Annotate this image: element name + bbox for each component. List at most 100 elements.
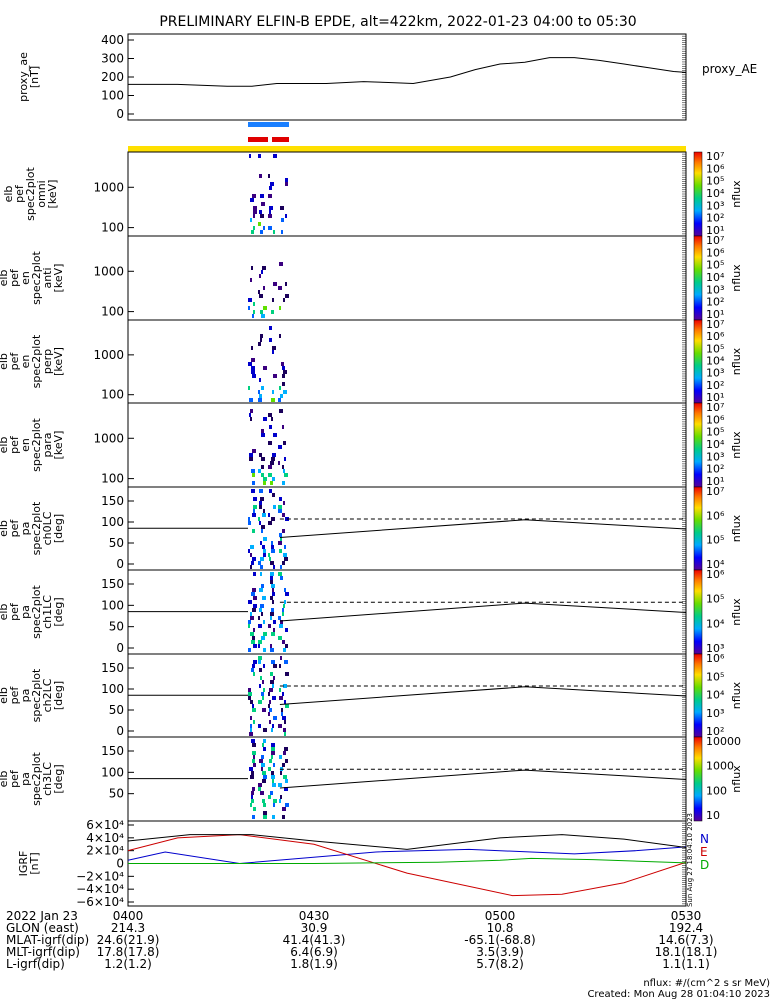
- spectrogram-pixel: [261, 529, 263, 533]
- spectrogram-pixel: [258, 624, 262, 628]
- spectrogram-pixel: [282, 608, 284, 612]
- spectrogram-pixel: [250, 545, 254, 549]
- spectrogram-pixel: [249, 398, 253, 402]
- y-axis-label: ch2LC: [41, 678, 54, 712]
- spectrogram-pixel: [260, 310, 263, 314]
- colorbar: [693, 653, 703, 738]
- colorbar-title: nflux: [730, 264, 743, 292]
- spectrogram-pixel: [249, 767, 253, 771]
- spectrogram-pixel: [268, 214, 272, 218]
- spectrogram-pixel: [250, 612, 252, 616]
- spectrogram-pixel: [284, 557, 288, 561]
- spectrogram-pixel: [252, 314, 254, 318]
- spectrogram-pixel: [261, 433, 265, 437]
- spectrogram-pixel: [273, 763, 275, 767]
- spectrogram-pixel: [285, 672, 289, 676]
- spectrogram-pixel: [253, 210, 257, 214]
- spectrogram-pixel: [285, 182, 288, 186]
- spectrogram-pixel: [253, 660, 257, 664]
- spectrogram-pixel: [273, 282, 277, 286]
- spectrogram-pixel: [283, 298, 285, 302]
- spectrogram-pixel: [262, 513, 266, 517]
- spectrogram-pixel: [252, 513, 256, 517]
- spectrogram-pixel: [248, 624, 250, 628]
- y-tick-label: 0: [116, 857, 124, 871]
- y-tick-label: 100: [101, 472, 124, 486]
- spectrogram-pixel: [283, 501, 285, 505]
- spectrogram-pixel: [259, 378, 261, 382]
- spectrogram-pixel: [262, 266, 266, 270]
- spectrogram-pixel: [263, 226, 265, 230]
- spectrogram-pixel: [248, 306, 250, 310]
- spectrogram-pixel: [251, 230, 254, 234]
- spectrogram-pixel: [278, 445, 282, 449]
- spectrogram-pixel: [263, 553, 266, 557]
- y-axis-label: [keV]: [52, 347, 65, 376]
- spectrogram-pixel: [280, 795, 282, 799]
- spectrogram-pixel: [260, 791, 264, 795]
- spectrogram-pixel: [269, 688, 273, 692]
- colorbar-tick-label: 10³: [706, 707, 724, 720]
- spectrogram-pixel: [262, 596, 266, 600]
- spectrogram-pixel: [252, 751, 256, 755]
- y-tick-label: 2×10⁴: [86, 844, 124, 858]
- spectrogram-pixel: [282, 529, 285, 533]
- spectrogram-pixel: [269, 759, 272, 763]
- y-tick-label: 1000: [93, 431, 124, 445]
- spectrogram-pixel: [272, 477, 275, 481]
- spectrogram-pixel: [252, 194, 256, 198]
- y-tick-label: 100: [101, 515, 124, 529]
- spectrogram-pixel: [285, 214, 287, 218]
- spectrogram-pixel: [258, 154, 261, 158]
- spectrogram-pixel: [282, 382, 285, 386]
- colorbar-tick-label: 10³: [706, 283, 724, 296]
- spectrogram-pixel: [279, 799, 281, 803]
- y-tick-label: 0: [116, 107, 124, 121]
- spectrogram-pixel: [258, 469, 261, 473]
- spectrogram-pixel: [258, 290, 260, 294]
- spectrogram-pixel: [252, 708, 256, 712]
- spectrogram-pixel: [273, 565, 275, 569]
- spectrogram-pixel: [270, 580, 273, 584]
- spectrogram-pixel: [263, 688, 265, 692]
- y-tick-label: 100: [101, 598, 124, 612]
- spectrogram-pixel: [261, 755, 264, 759]
- colorbar-tick-label: 10⁷: [706, 234, 724, 247]
- spectrogram-pixel: [261, 314, 265, 318]
- spectrogram-pixel: [250, 700, 253, 704]
- spectrogram-pixel: [258, 660, 261, 664]
- spectrogram-pixel: [263, 632, 267, 636]
- y-tick-label: 150: [101, 494, 124, 508]
- spectrogram-pixel: [284, 660, 288, 664]
- spectrogram-pixel: [268, 795, 271, 799]
- spectrogram-pixel: [271, 660, 275, 664]
- colorbar-tick-label: 10²: [706, 725, 724, 738]
- spectrogram-pixel: [268, 767, 271, 771]
- spectrogram-pixel: [282, 513, 285, 517]
- colorbar-tick-label: 10⁶: [706, 568, 725, 581]
- spectrogram-pixel: [271, 608, 274, 612]
- spectrogram-pixel: [253, 226, 255, 230]
- spectrogram-pixel: [259, 684, 261, 688]
- spectrogram-pixel: [278, 505, 282, 509]
- spectrogram-pixel: [251, 640, 255, 644]
- y-axis-label: ch3LC: [41, 762, 54, 796]
- spectrogram-pixel: [262, 680, 264, 684]
- spectrogram-pixel: [260, 541, 262, 545]
- footer-value: 18.1(18.1): [655, 945, 718, 959]
- spectrogram-pixel: [273, 676, 275, 680]
- colorbar-tick-label: 100: [706, 784, 727, 797]
- spectrogram-pixel: [248, 620, 251, 624]
- spectrogram-pixel: [278, 616, 281, 620]
- spectrogram-pixel: [249, 457, 253, 461]
- colorbar-tick-label: 10⁴: [706, 187, 725, 200]
- spectrogram-pixel: [261, 202, 265, 206]
- spectrogram-pixel: [284, 457, 286, 461]
- spectrogram-pixel: [258, 700, 262, 704]
- spectrogram-pixel: [258, 644, 260, 648]
- spectrogram-pixel: [252, 374, 256, 378]
- spectrogram-pixel: [251, 561, 254, 565]
- colorbar-tick-label: 10⁴: [706, 689, 725, 702]
- spectrogram-pixel: [248, 517, 250, 521]
- proxy-ae-legend: proxy_AE: [702, 62, 757, 76]
